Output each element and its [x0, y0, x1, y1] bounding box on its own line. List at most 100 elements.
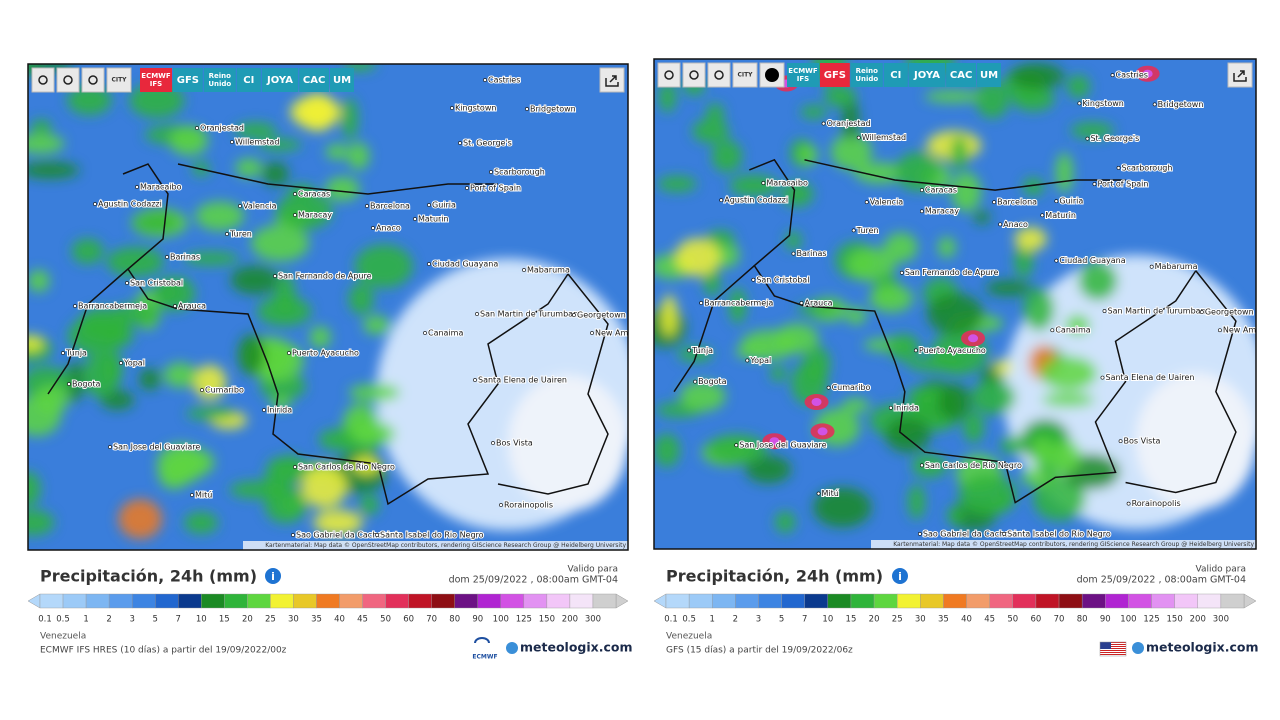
- city-dot: [489, 170, 493, 174]
- button-bg[interactable]: [56, 67, 80, 93]
- button-bg[interactable]: [946, 63, 976, 87]
- colorbar-label: 50: [380, 615, 391, 625]
- model-button[interactable]: GFS: [173, 68, 203, 92]
- precip-area: [82, 353, 119, 398]
- layer-toggle[interactable]: [765, 68, 779, 82]
- model-label[interactable]: GFS: [177, 75, 199, 86]
- model-button[interactable]: CAC: [946, 63, 976, 87]
- button-bg[interactable]: [732, 62, 758, 88]
- button-bg[interactable]: [908, 63, 946, 87]
- button-bg[interactable]: [330, 68, 354, 92]
- model-button[interactable]: UM: [330, 68, 354, 92]
- button-bg[interactable]: [261, 68, 299, 92]
- precip-area: [841, 398, 870, 413]
- city-label: Turen: [229, 230, 252, 239]
- model-button[interactable]: CAC: [299, 68, 329, 92]
- model-label[interactable]: UM: [980, 70, 998, 81]
- tool-button[interactable]: [682, 62, 706, 88]
- model-label[interactable]: Reino Unido: [855, 67, 878, 83]
- precip-area: [975, 81, 1010, 119]
- model-label[interactable]: UM: [333, 75, 351, 86]
- model-label[interactable]: CAC: [950, 70, 972, 81]
- city-dot: [1199, 310, 1204, 314]
- city-dot: [734, 443, 739, 448]
- city-toggle[interactable]: CITY: [111, 77, 127, 84]
- model-button[interactable]: JOYA: [261, 68, 299, 92]
- colorbar-swatch: [758, 593, 782, 609]
- model-label[interactable]: Reino Unido: [208, 72, 231, 88]
- tool-button[interactable]: [707, 62, 731, 88]
- city-dot: [590, 331, 594, 335]
- model-label[interactable]: ECMWF IFS: [141, 72, 171, 88]
- model-label[interactable]: CI: [243, 75, 254, 86]
- button-bg[interactable]: [883, 63, 908, 87]
- city-dot: [230, 140, 234, 144]
- button-bg[interactable]: [299, 68, 329, 92]
- precip-area: [729, 174, 779, 197]
- tool-button[interactable]: [31, 67, 55, 93]
- colorbar-swatch: [523, 593, 548, 609]
- model-label[interactable]: GFS: [824, 70, 846, 81]
- model-button[interactable]: JOYA: [908, 63, 946, 87]
- colorbar-swatch: [804, 593, 829, 609]
- button-bg[interactable]: [31, 67, 55, 93]
- model-button[interactable]: Reino Unido: [850, 63, 883, 87]
- model-button[interactable]: ECMWF IFS: [787, 63, 819, 87]
- info-icon[interactable]: [892, 568, 908, 584]
- model-label[interactable]: ECMWF IFS: [788, 67, 818, 83]
- tool-button[interactable]: [56, 67, 80, 93]
- precip-area: [947, 505, 964, 525]
- city-button[interactable]: CITY: [106, 67, 132, 93]
- model-label[interactable]: JOYA: [266, 75, 293, 86]
- colorbar-label: 1: [83, 615, 88, 625]
- colorbar-label: 0.1: [38, 615, 52, 625]
- city-dot: [1118, 439, 1123, 444]
- city-label: Sao Gabriel da Cachoeira: [923, 529, 1025, 538]
- tool-button[interactable]: [81, 67, 105, 93]
- button-bg[interactable]: [173, 68, 203, 92]
- city-toggle[interactable]: CITY: [737, 72, 753, 79]
- model-button[interactable]: CI: [883, 63, 908, 87]
- button-bg[interactable]: [977, 63, 1001, 87]
- button-bg[interactable]: [140, 68, 172, 92]
- model-label[interactable]: CAC: [303, 75, 325, 86]
- info-icon[interactable]: [265, 568, 281, 584]
- button-bg[interactable]: [106, 67, 132, 93]
- model-button[interactable]: Reino Unido: [203, 68, 236, 92]
- button-bg[interactable]: [682, 62, 706, 88]
- model-button[interactable]: CI: [236, 68, 261, 92]
- share-button[interactable]: [1227, 62, 1253, 88]
- precip-area: [660, 294, 678, 337]
- button-bg[interactable]: [707, 62, 731, 88]
- share-button[interactable]: [599, 67, 625, 93]
- city-dot: [864, 200, 869, 205]
- city-dot: [427, 203, 431, 207]
- model-button[interactable]: UM: [977, 63, 1001, 87]
- model-label[interactable]: JOYA: [913, 70, 940, 81]
- share-icon[interactable]: [1233, 70, 1247, 82]
- colorbar-swatch: [454, 593, 478, 609]
- model-button[interactable]: GFS: [820, 63, 850, 87]
- precip-area: [67, 85, 112, 115]
- button-bg[interactable]: [203, 68, 236, 92]
- button-bg[interactable]: [81, 67, 105, 93]
- model-button[interactable]: ECMWF IFS: [140, 68, 172, 92]
- city-dot: [1092, 182, 1097, 186]
- button-bg[interactable]: [850, 63, 883, 87]
- button-bg[interactable]: [236, 68, 261, 92]
- button-bg[interactable]: [787, 63, 819, 87]
- button-bg[interactable]: [820, 63, 850, 87]
- region: Venezuela: [40, 632, 86, 642]
- colorbar-label: 1: [710, 615, 715, 625]
- precip-area: [276, 192, 333, 230]
- model-label[interactable]: CI: [890, 70, 901, 81]
- button-bg[interactable]: [657, 62, 681, 88]
- city-label: New Amsterdam: [1223, 326, 1280, 335]
- city-button[interactable]: CITY: [732, 62, 758, 88]
- colorbar-swatch: [712, 593, 736, 609]
- tool-button[interactable]: [657, 62, 681, 88]
- precip-area: [1041, 392, 1095, 407]
- city-dot: [1002, 531, 1007, 536]
- share-icon[interactable]: [605, 75, 619, 87]
- colorbar-label: 2: [733, 615, 738, 625]
